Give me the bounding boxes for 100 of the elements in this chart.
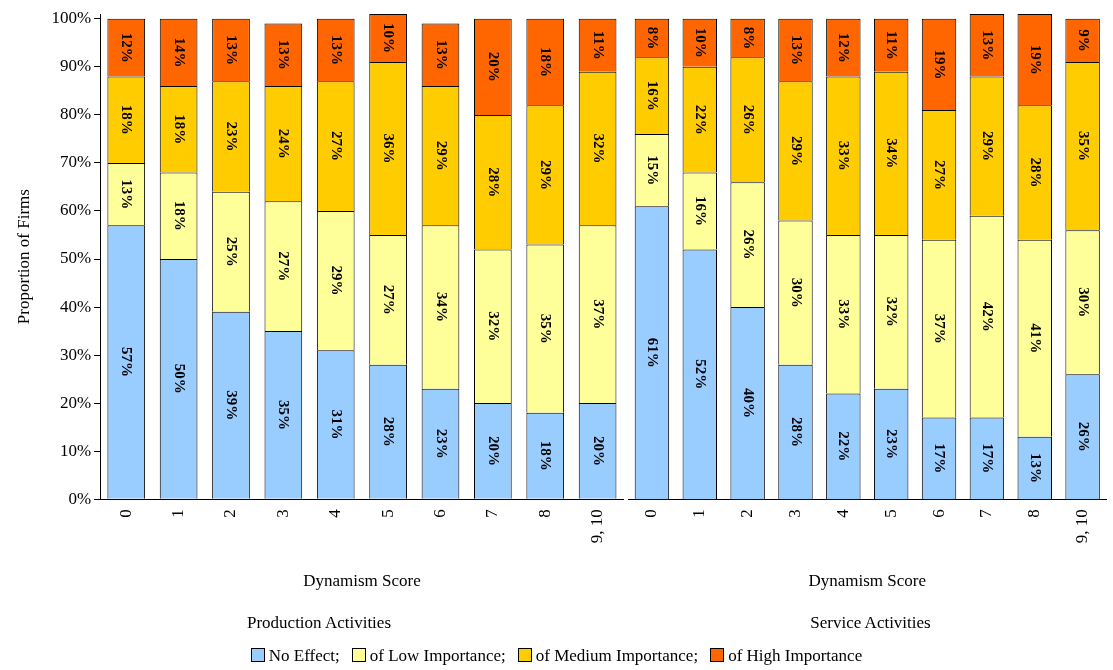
x-axis-title: Dynamism Score xyxy=(303,570,421,590)
data-label: 29% xyxy=(788,135,805,166)
data-label: 32% xyxy=(590,133,607,164)
data-label: 22% xyxy=(692,104,709,135)
data-label: 41% xyxy=(1027,323,1044,354)
data-label: 31% xyxy=(328,409,345,440)
x-tick-label: 6 xyxy=(429,509,449,518)
text: Service Activities xyxy=(810,613,931,633)
data-label: 32% xyxy=(884,296,901,327)
x-tick-label: 7 xyxy=(482,508,502,518)
data-label: 27% xyxy=(328,131,345,162)
data-label: 27% xyxy=(276,251,293,282)
data-label: 18% xyxy=(171,114,188,145)
data-label: 12% xyxy=(119,32,136,63)
x-tick-label: 8 xyxy=(1024,509,1044,518)
data-label: 15% xyxy=(645,155,662,186)
data-label: 37% xyxy=(932,313,949,344)
data-label: 8% xyxy=(740,26,757,50)
text: Production Activities xyxy=(246,613,392,633)
data-label: 34% xyxy=(884,138,901,169)
data-label: 13% xyxy=(1027,452,1044,483)
x-tick-label: 0 xyxy=(641,509,661,518)
x-tick-label: 4 xyxy=(325,508,345,518)
data-label: 32% xyxy=(485,311,502,342)
data-label: 57% xyxy=(119,347,136,378)
x-tick-label: 1 xyxy=(168,509,188,518)
data-label: 28% xyxy=(788,416,805,447)
data-label: 33% xyxy=(836,140,853,171)
y-tick-label: 10% xyxy=(59,440,92,460)
data-label: 17% xyxy=(980,443,997,474)
y-tick-label: 40% xyxy=(59,296,92,316)
data-label: 8% xyxy=(645,26,662,50)
data-label: 16% xyxy=(692,195,709,226)
x-tick-label: 3 xyxy=(784,509,804,518)
data-label: 52% xyxy=(692,359,709,390)
legend-label: of High Importance xyxy=(727,646,863,666)
data-label: 20% xyxy=(485,435,502,466)
data-label: 37% xyxy=(590,299,607,330)
y-tick-label: 60% xyxy=(59,200,92,220)
data-label: 27% xyxy=(932,159,949,190)
data-label: 13% xyxy=(788,35,805,66)
data-label: 18% xyxy=(538,47,555,78)
data-label: 33% xyxy=(836,299,853,330)
data-label: 29% xyxy=(980,131,997,162)
y-axis-title: Proportion of Firms xyxy=(13,189,33,325)
data-label: 23% xyxy=(433,428,450,459)
data-label: 28% xyxy=(1027,157,1044,188)
data-label: 25% xyxy=(224,236,241,267)
x-tick-label: 3 xyxy=(272,509,292,518)
data-label: 14% xyxy=(171,37,188,68)
data-label: 20% xyxy=(485,51,502,82)
data-label: 39% xyxy=(224,390,241,421)
x-tick-label: 2 xyxy=(220,509,240,518)
x-tick-label: 5 xyxy=(377,509,397,518)
data-label: 27% xyxy=(381,284,398,315)
y-tick-label: 30% xyxy=(59,344,92,364)
x-tick-label: 1 xyxy=(689,509,709,518)
data-label: 19% xyxy=(1027,44,1044,75)
data-label: 13% xyxy=(224,35,241,66)
data-label: 10% xyxy=(692,27,709,58)
data-label: 35% xyxy=(1075,131,1092,162)
y-tick-label: 90% xyxy=(59,56,92,76)
x-axis-title: Dynamism Score xyxy=(808,570,927,590)
y-tick-label: 50% xyxy=(59,248,92,268)
y-tick-label: 80% xyxy=(59,104,92,124)
data-label: 29% xyxy=(538,159,555,190)
data-label: 19% xyxy=(932,49,949,80)
data-label: 18% xyxy=(119,104,136,135)
data-label: 26% xyxy=(740,104,757,135)
data-label: 35% xyxy=(276,399,293,430)
data-label: 35% xyxy=(538,313,555,344)
data-label: 20% xyxy=(590,435,607,466)
legend-label: No Effect; xyxy=(267,646,340,666)
data-label: 30% xyxy=(1075,287,1092,318)
data-label: 29% xyxy=(433,140,450,171)
x-tick-label: 4 xyxy=(832,508,852,518)
data-label: 17% xyxy=(932,443,949,474)
legend-label: of Low Importance; xyxy=(368,646,506,666)
data-label: 23% xyxy=(224,121,241,152)
x-tick-label: 9, 10 xyxy=(1072,509,1092,544)
x-tick-label: 7 xyxy=(976,508,996,518)
data-label: 28% xyxy=(485,167,502,198)
x-tick-label: 8 xyxy=(534,509,554,518)
data-label: 22% xyxy=(836,431,853,462)
data-label: 13% xyxy=(119,179,136,210)
y-tick-label: 20% xyxy=(59,392,92,412)
data-label: 16% xyxy=(645,80,662,111)
data-label: 26% xyxy=(740,229,757,260)
data-label: 40% xyxy=(740,388,757,419)
data-label: 13% xyxy=(980,30,997,61)
data-label: 34% xyxy=(433,292,450,323)
y-tick-label: 100% xyxy=(51,8,92,28)
data-label: 10% xyxy=(381,23,398,54)
data-label: 29% xyxy=(328,265,345,296)
x-tick-label: 0 xyxy=(115,509,135,518)
y-tick-label: 0% xyxy=(68,488,92,508)
x-tick-label: 5 xyxy=(880,509,900,518)
data-label: 23% xyxy=(884,428,901,459)
data-label: 9% xyxy=(1075,29,1092,52)
y-tick-label: 70% xyxy=(59,152,92,172)
